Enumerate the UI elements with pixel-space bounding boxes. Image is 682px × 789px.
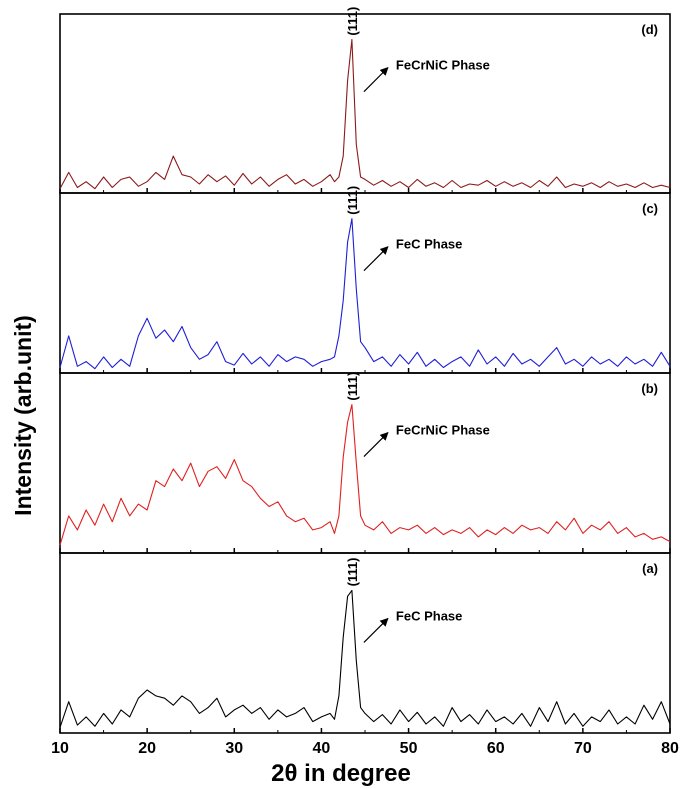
panel-label: (b): [641, 381, 658, 396]
phase-annotation: FeC Phase: [396, 608, 462, 623]
panel-frame-0: [59, 13, 671, 194]
x-tick-label: 10: [51, 740, 69, 757]
phase-annotation: FeCrNiC Phase: [396, 58, 490, 73]
panel-frame-3: [59, 552, 671, 734]
y-axis-label-box: Intensity (arb.unit): [3, 200, 43, 630]
x-tick-label: 70: [574, 740, 592, 757]
peak-label: (111): [345, 558, 360, 587]
phase-arrow: [363, 431, 389, 457]
series-line-c: [59, 218, 671, 370]
series-line-d: [59, 39, 671, 190]
panel-label: (a): [642, 561, 658, 576]
peak-label: (111): [345, 7, 360, 36]
phase-arrow: [363, 246, 389, 272]
peak-label: (111): [345, 186, 360, 215]
x-tick-label: 60: [487, 740, 505, 757]
series-line-a: [59, 589, 671, 728]
phase-annotation: FeCrNiC Phase: [396, 423, 490, 438]
panel-label: (d): [641, 22, 658, 37]
panel-frame-1: [59, 192, 671, 374]
x-tick-label: 20: [138, 740, 156, 757]
x-tick-label: 50: [400, 740, 418, 757]
x-tick-label: 40: [313, 740, 331, 757]
x-tick-label: 80: [661, 740, 679, 757]
phase-arrow: [363, 617, 389, 643]
phase-arrow: [363, 67, 389, 93]
phase-annotation: FeC Phase: [396, 237, 462, 252]
y-axis-label: Intensity (arb.unit): [9, 314, 36, 516]
x-tick-label: 30: [225, 740, 243, 757]
series-line-b: [59, 404, 671, 546]
peak-label: (111): [345, 372, 360, 401]
x-axis-label: 2θ in degree: [271, 760, 411, 787]
panel-label: (c): [642, 201, 658, 216]
